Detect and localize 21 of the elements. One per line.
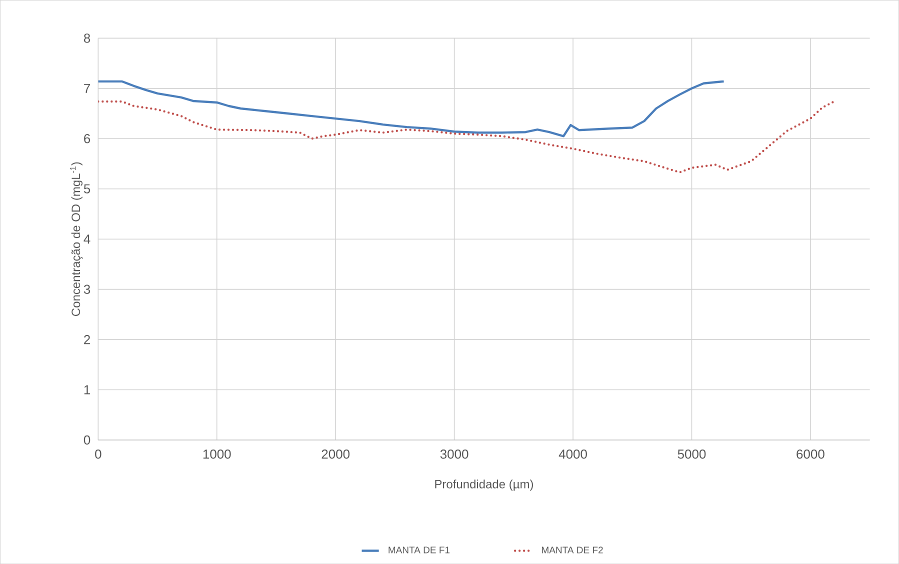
x-tick-label: 4000 [558, 449, 587, 459]
y-tick-label: 5 [84, 184, 90, 194]
y-tick-label: 2 [84, 334, 90, 344]
legend-label: MANTA DE F1 [388, 546, 450, 554]
legend-label: MANTA DE F2 [542, 546, 603, 554]
y-tick-label: 8 [84, 34, 90, 43]
y-tick-label: 6 [84, 134, 90, 144]
x-tick-label: 2000 [322, 449, 350, 459]
y-tick-label: 3 [84, 284, 90, 294]
y-tick-label: 4 [84, 234, 90, 244]
x-tick-label: 5000 [678, 449, 706, 459]
y-axis-title: Concentração de OD (mgL$^{-1}$) [70, 162, 83, 316]
y-tick-label: 1 [84, 385, 90, 394]
x-tick-label: 1000 [203, 449, 231, 459]
line-series [98, 80, 725, 138]
x-tick-label: 3000 [440, 449, 468, 459]
y-tick-label: 0 [84, 435, 90, 445]
x-tick-label: 0 [95, 449, 102, 459]
x-axis-title: Profundidade (µm) [435, 480, 533, 491]
x-tick-label: 6000 [796, 449, 824, 459]
y-tick-label: 7 [84, 84, 90, 93]
